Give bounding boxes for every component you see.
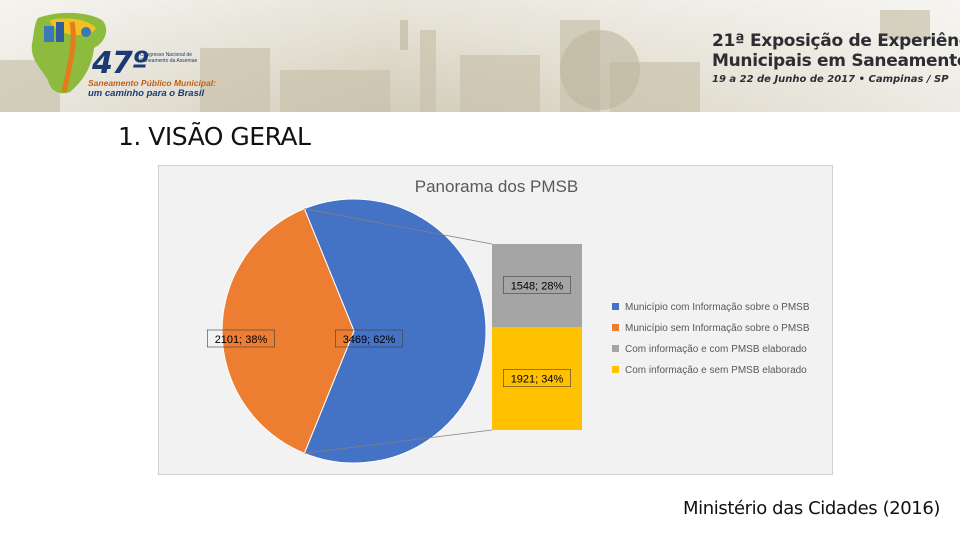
pie-slice-with-info (303, 198, 487, 464)
bar-label-with-pmsb: 1548; 28% (511, 281, 564, 293)
bar-of-pie-chart: 2101; 38% 3469; 62% 1548; 28% 1921; 34% (206, 198, 582, 464)
logo-emblem-icon (31, 12, 107, 94)
legend-swatch (612, 303, 619, 310)
event-date-location: 19 a 22 de Junho de 2017 • Campinas / SP (712, 74, 949, 85)
bar-segment-with-pmsb (492, 244, 582, 328)
logo-congress-name: Congresso Nacional de Saneamento da Asse… (140, 52, 198, 64)
congress-logo: 47º Congresso Nacional de Saneamento da … (10, 6, 216, 106)
event-info: 21ª Exposição de Experiências Municipais… (712, 31, 960, 85)
legend-swatch (612, 345, 619, 352)
logo-slogan-line2: um caminho para o Brasil (88, 88, 205, 99)
event-title-line1: 21ª Exposição de Experiências (712, 31, 960, 51)
legend-label: Com informação e com PMSB elaborado (625, 344, 807, 355)
header-banner: 47º Congresso Nacional de Saneamento da … (0, 0, 960, 112)
connector-line-top (304, 208, 493, 245)
legend-item: Com informação e sem PMSB elaborado (612, 365, 827, 376)
legend-label: Município com Informação sobre o PMSB (625, 302, 810, 313)
legend-swatch (612, 366, 619, 373)
legend-item: Município com Informação sobre o PMSB (612, 302, 827, 313)
logo-congress-number: 47º (92, 46, 149, 81)
legend-swatch (612, 324, 619, 331)
pie-label-with-info-box (335, 329, 404, 348)
pie-label-without-info-box (206, 329, 276, 348)
chart-title: Panorama dos PMSB (414, 177, 579, 196)
bar-label-without-pmsb-box (502, 369, 571, 387)
source-citation: Ministério das Cidades (2016) (683, 498, 941, 519)
section-title: 1. VISÃO GERAL (118, 122, 311, 151)
legend-label: Com informação e sem PMSB elaborado (625, 365, 807, 376)
bar-segment-without-pmsb (492, 327, 582, 430)
legend-item: Com informação e com PMSB elaborado (612, 344, 827, 355)
legend-item: Município sem Informação sobre o PMSB (612, 323, 827, 334)
bar-label-without-pmsb: 1921; 34% (511, 374, 564, 386)
event-title-line2: Municipais em Saneamento (712, 51, 960, 71)
logo-slogan-line1: Saneamento Público Municipal: (88, 78, 216, 88)
legend-label: Município sem Informação sobre o PMSB (625, 323, 810, 334)
pie-label-without-info: 2101; 38% (215, 334, 268, 346)
connector-line-bottom (304, 429, 493, 454)
pie-label-with-info: 3469; 62% (343, 334, 396, 346)
bar-label-with-pmsb-box (502, 276, 571, 294)
pie-slice-without-info (221, 208, 355, 454)
chart-area: 2101; 38% 3469; 62% 1548; 28% 1921; 34% Pan… (158, 165, 833, 475)
